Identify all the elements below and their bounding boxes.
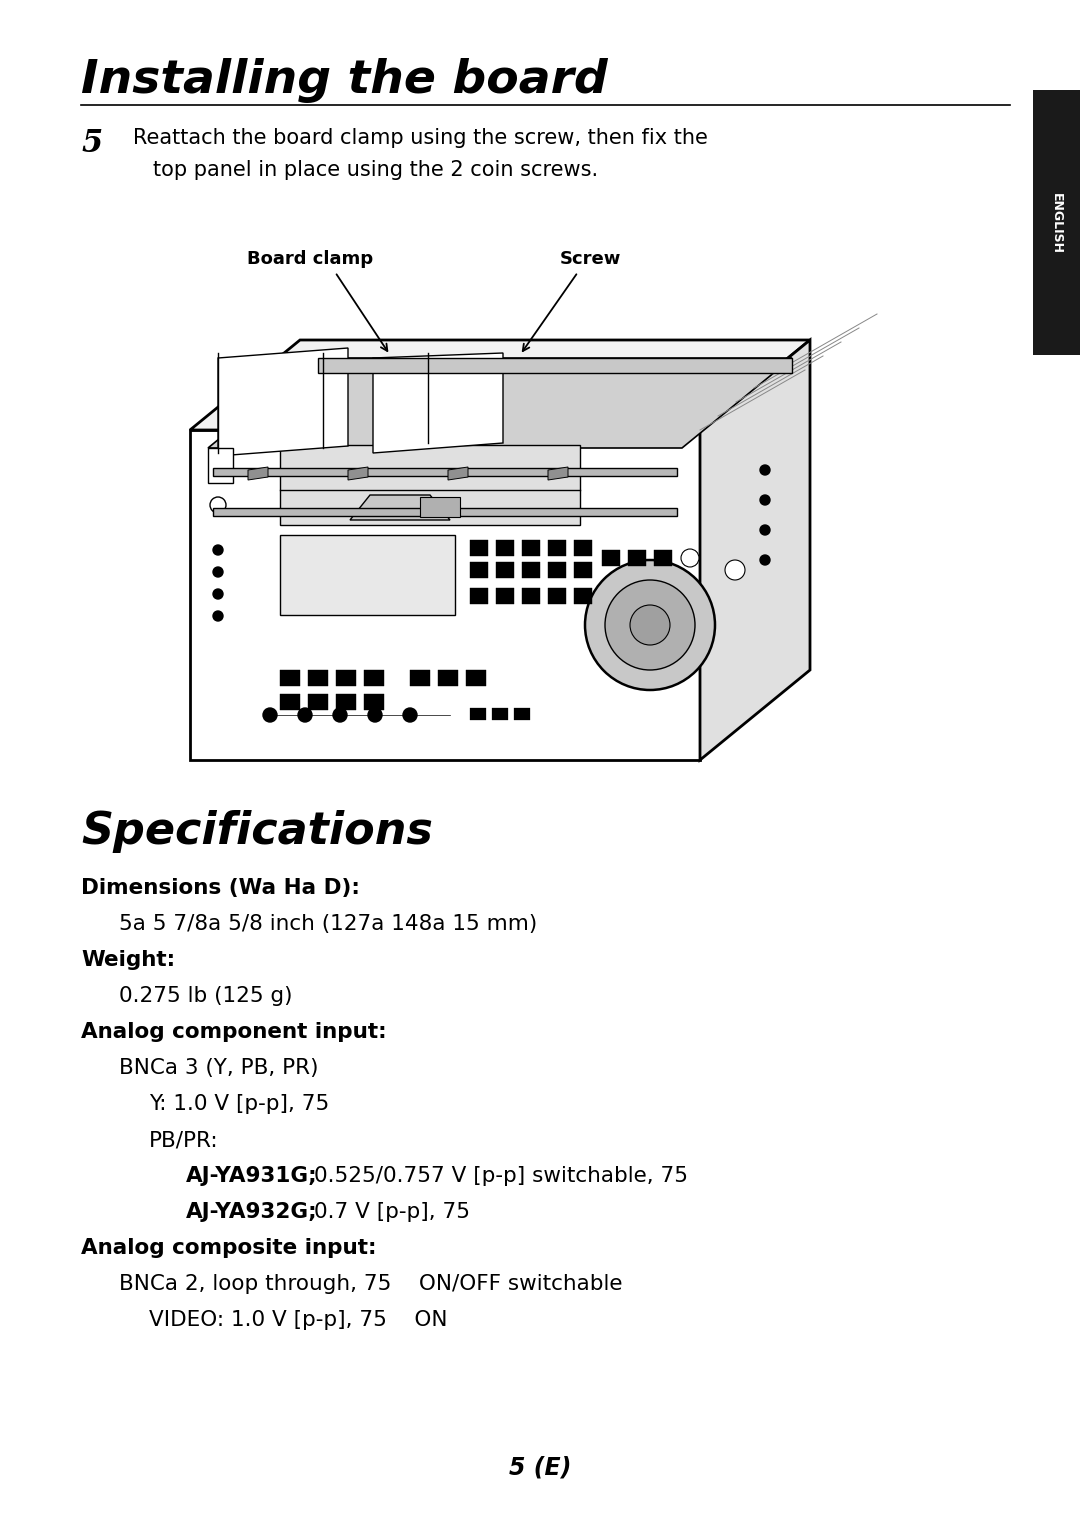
Circle shape — [630, 605, 670, 646]
Circle shape — [403, 708, 417, 722]
Polygon shape — [348, 468, 368, 480]
FancyBboxPatch shape — [573, 541, 592, 556]
Text: top panel in place using the 2 coin screws.: top panel in place using the 2 coin scre… — [153, 160, 598, 180]
Text: 0.525/0.757 V [p-p] switchable, 75: 0.525/0.757 V [p-p] switchable, 75 — [314, 1167, 688, 1186]
FancyBboxPatch shape — [208, 448, 233, 483]
Polygon shape — [190, 340, 810, 429]
FancyBboxPatch shape — [280, 535, 455, 615]
FancyBboxPatch shape — [522, 562, 540, 579]
FancyBboxPatch shape — [602, 550, 620, 567]
FancyBboxPatch shape — [336, 694, 356, 710]
Text: Dimensions (Wa Ha D):: Dimensions (Wa Ha D): — [81, 877, 360, 899]
Circle shape — [333, 708, 347, 722]
Text: 0.7 V [p-p], 75: 0.7 V [p-p], 75 — [314, 1202, 470, 1221]
Text: AJ-YA932G;: AJ-YA932G; — [186, 1202, 318, 1221]
FancyBboxPatch shape — [548, 562, 566, 579]
Circle shape — [213, 567, 222, 577]
FancyBboxPatch shape — [364, 694, 384, 710]
FancyBboxPatch shape — [548, 588, 566, 605]
Text: Board clamp: Board clamp — [247, 250, 373, 268]
Circle shape — [213, 545, 222, 554]
Text: Reattach the board clamp using the screw, then fix the: Reattach the board clamp using the screw… — [133, 128, 707, 148]
Circle shape — [210, 496, 226, 513]
FancyBboxPatch shape — [496, 541, 514, 556]
Text: 0.275 lb (125 g): 0.275 lb (125 g) — [119, 985, 293, 1007]
Circle shape — [681, 548, 699, 567]
Polygon shape — [218, 347, 348, 455]
Polygon shape — [318, 358, 792, 373]
FancyBboxPatch shape — [470, 541, 488, 556]
FancyBboxPatch shape — [336, 670, 356, 685]
Text: BNCa 3 (Y, PB, PR): BNCa 3 (Y, PB, PR) — [119, 1058, 319, 1078]
Polygon shape — [213, 509, 677, 516]
Circle shape — [760, 465, 770, 475]
FancyBboxPatch shape — [280, 670, 300, 685]
Circle shape — [760, 554, 770, 565]
FancyBboxPatch shape — [627, 550, 646, 567]
FancyBboxPatch shape — [573, 562, 592, 579]
Text: Analog component input:: Analog component input: — [81, 1022, 387, 1042]
Circle shape — [725, 560, 745, 580]
FancyBboxPatch shape — [420, 496, 460, 516]
Circle shape — [298, 708, 312, 722]
FancyBboxPatch shape — [514, 708, 530, 720]
FancyBboxPatch shape — [654, 550, 672, 567]
Polygon shape — [208, 358, 792, 448]
FancyBboxPatch shape — [470, 562, 488, 579]
Circle shape — [760, 495, 770, 506]
FancyBboxPatch shape — [522, 588, 540, 605]
Text: ENGLISH: ENGLISH — [1050, 192, 1063, 253]
FancyBboxPatch shape — [496, 562, 514, 579]
FancyBboxPatch shape — [470, 708, 486, 720]
FancyBboxPatch shape — [465, 670, 486, 685]
Circle shape — [368, 708, 382, 722]
Text: BNCa 2, loop through, 75    ON/OFF switchable: BNCa 2, loop through, 75 ON/OFF switchab… — [119, 1275, 622, 1295]
Circle shape — [213, 589, 222, 599]
Polygon shape — [248, 468, 268, 480]
Circle shape — [213, 611, 222, 621]
FancyBboxPatch shape — [548, 541, 566, 556]
Polygon shape — [373, 353, 503, 452]
FancyBboxPatch shape — [364, 670, 384, 685]
Text: PB/PR:: PB/PR: — [149, 1130, 218, 1150]
Text: AJ-YA931G;: AJ-YA931G; — [186, 1167, 318, 1186]
FancyBboxPatch shape — [1032, 90, 1080, 355]
Text: 5a 5 7/8a 5/8 inch (127a 148a 15 mm): 5a 5 7/8a 5/8 inch (127a 148a 15 mm) — [119, 914, 537, 934]
Text: Specifications: Specifications — [81, 810, 433, 853]
Polygon shape — [213, 468, 677, 477]
Circle shape — [264, 708, 276, 722]
FancyBboxPatch shape — [522, 541, 540, 556]
Text: 5: 5 — [81, 128, 103, 158]
Circle shape — [605, 580, 696, 670]
Text: Y: 1.0 V [p-p], 75: Y: 1.0 V [p-p], 75 — [149, 1094, 329, 1113]
Polygon shape — [700, 340, 810, 760]
Polygon shape — [548, 468, 568, 480]
Text: 5 (E): 5 (E) — [509, 1456, 571, 1480]
FancyBboxPatch shape — [470, 588, 488, 605]
FancyBboxPatch shape — [308, 670, 328, 685]
FancyBboxPatch shape — [438, 670, 458, 685]
FancyBboxPatch shape — [280, 694, 300, 710]
Polygon shape — [350, 495, 450, 519]
FancyBboxPatch shape — [410, 670, 430, 685]
Text: Weight:: Weight: — [81, 950, 175, 970]
Text: Screw: Screw — [559, 250, 621, 268]
Text: Installing the board: Installing the board — [81, 58, 608, 104]
Circle shape — [760, 525, 770, 535]
Text: Analog composite input:: Analog composite input: — [81, 1238, 377, 1258]
FancyBboxPatch shape — [496, 588, 514, 605]
Circle shape — [585, 560, 715, 690]
FancyBboxPatch shape — [573, 588, 592, 605]
FancyBboxPatch shape — [492, 708, 508, 720]
Polygon shape — [448, 468, 468, 480]
Polygon shape — [190, 429, 700, 760]
FancyBboxPatch shape — [308, 694, 328, 710]
FancyBboxPatch shape — [280, 445, 580, 525]
Text: VIDEO: 1.0 V [p-p], 75    ON: VIDEO: 1.0 V [p-p], 75 ON — [149, 1310, 447, 1330]
